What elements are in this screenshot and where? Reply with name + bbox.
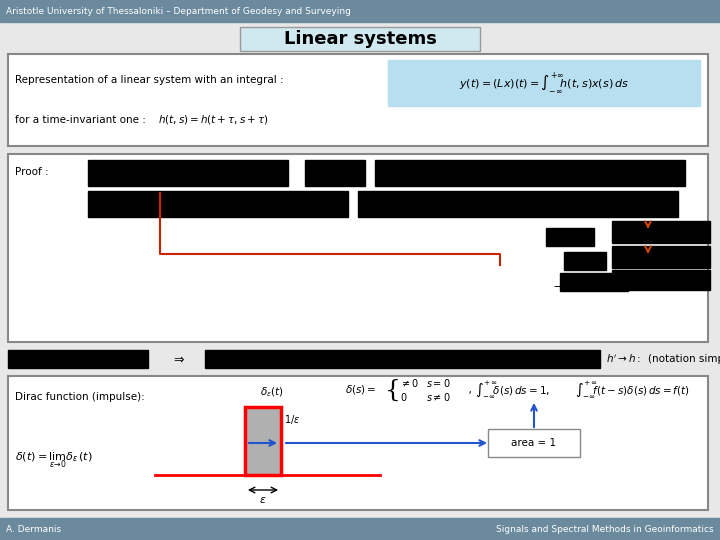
Bar — [88, 191, 348, 217]
Text: Signals and Spectral Methods in Geoinformatics: Signals and Spectral Methods in Geoinfor… — [496, 524, 714, 534]
Text: $\varepsilon$: $\varepsilon$ — [259, 495, 267, 505]
Bar — [8, 350, 148, 368]
Text: $y(t) = (Lx)(t) = \int_{-\infty}^{+\infty}\!\! h(t,s)x(s)\,ds$: $y(t) = (Lx)(t) = \int_{-\infty}^{+\inft… — [459, 70, 629, 96]
Text: Linear systems: Linear systems — [284, 30, 436, 48]
Bar — [205, 350, 600, 368]
Bar — [305, 160, 365, 186]
Bar — [388, 60, 700, 106]
FancyBboxPatch shape — [488, 429, 580, 457]
FancyBboxPatch shape — [8, 154, 708, 342]
Text: $\Rightarrow$: $\Rightarrow$ — [171, 353, 185, 366]
FancyBboxPatch shape — [8, 54, 708, 146]
Text: $s = 0$: $s = 0$ — [426, 377, 451, 389]
Bar — [0, 518, 720, 540]
Text: {: { — [385, 379, 401, 402]
Text: $s \neq 0$: $s \neq 0$ — [426, 391, 451, 403]
Text: Representation of a linear system with an integral :: Representation of a linear system with a… — [15, 75, 284, 85]
Bar — [358, 191, 678, 217]
Text: $\delta_\varepsilon(t)$: $\delta_\varepsilon(t)$ — [260, 385, 284, 399]
Bar — [0, 0, 720, 22]
Text: $\delta(s) =$: $\delta(s) =$ — [345, 383, 377, 396]
FancyBboxPatch shape — [8, 376, 708, 510]
Bar — [245, 407, 281, 475]
Text: $\int_{-\infty}^{+\infty}\!\!f(t-s)\delta(s)\,ds = f(t)$: $\int_{-\infty}^{+\infty}\!\!f(t-s)\delt… — [575, 380, 690, 401]
Bar — [612, 246, 710, 268]
Text: $1/\varepsilon$: $1/\varepsilon$ — [284, 414, 300, 427]
Text: $h' \rightarrow h:$: $h' \rightarrow h:$ — [606, 353, 642, 365]
Text: $\int_{-\infty}^{+\infty}\!\!\delta(s)\,ds = 1,$: $\int_{-\infty}^{+\infty}\!\!\delta(s)\,… — [475, 380, 550, 401]
Text: $\delta(t) = \lim_{\varepsilon \to 0} \delta_\varepsilon(t)$: $\delta(t) = \lim_{\varepsilon \to 0} \d… — [15, 450, 93, 470]
Bar — [245, 407, 281, 475]
Text: (notation simplification): (notation simplification) — [648, 354, 720, 364]
Text: $\rightarrow$: $\rightarrow$ — [551, 281, 564, 291]
Text: area = 1: area = 1 — [511, 438, 557, 448]
Text: A. Dermanis: A. Dermanis — [6, 524, 61, 534]
Bar — [375, 160, 685, 186]
Bar — [546, 228, 594, 246]
Bar — [560, 273, 628, 291]
Text: $h(t,s) = h(t+\tau, s+\tau)$: $h(t,s) = h(t+\tau, s+\tau)$ — [158, 113, 269, 126]
FancyBboxPatch shape — [240, 27, 480, 51]
Text: Dirac function (impulse):: Dirac function (impulse): — [15, 392, 145, 402]
Text: Aristotle University of Thessaloniki – Department of Geodesy and Surveying: Aristotle University of Thessaloniki – D… — [6, 6, 351, 16]
Text: for a time-invariant one :: for a time-invariant one : — [15, 115, 146, 125]
Bar — [612, 270, 710, 290]
Bar — [88, 160, 288, 186]
Text: Proof :: Proof : — [15, 167, 49, 177]
Bar — [612, 221, 710, 243]
Bar — [564, 252, 606, 270]
Text: ,: , — [462, 385, 472, 395]
Text: $\neq 0$: $\neq 0$ — [400, 377, 420, 389]
Text: $0$: $0$ — [400, 391, 408, 403]
